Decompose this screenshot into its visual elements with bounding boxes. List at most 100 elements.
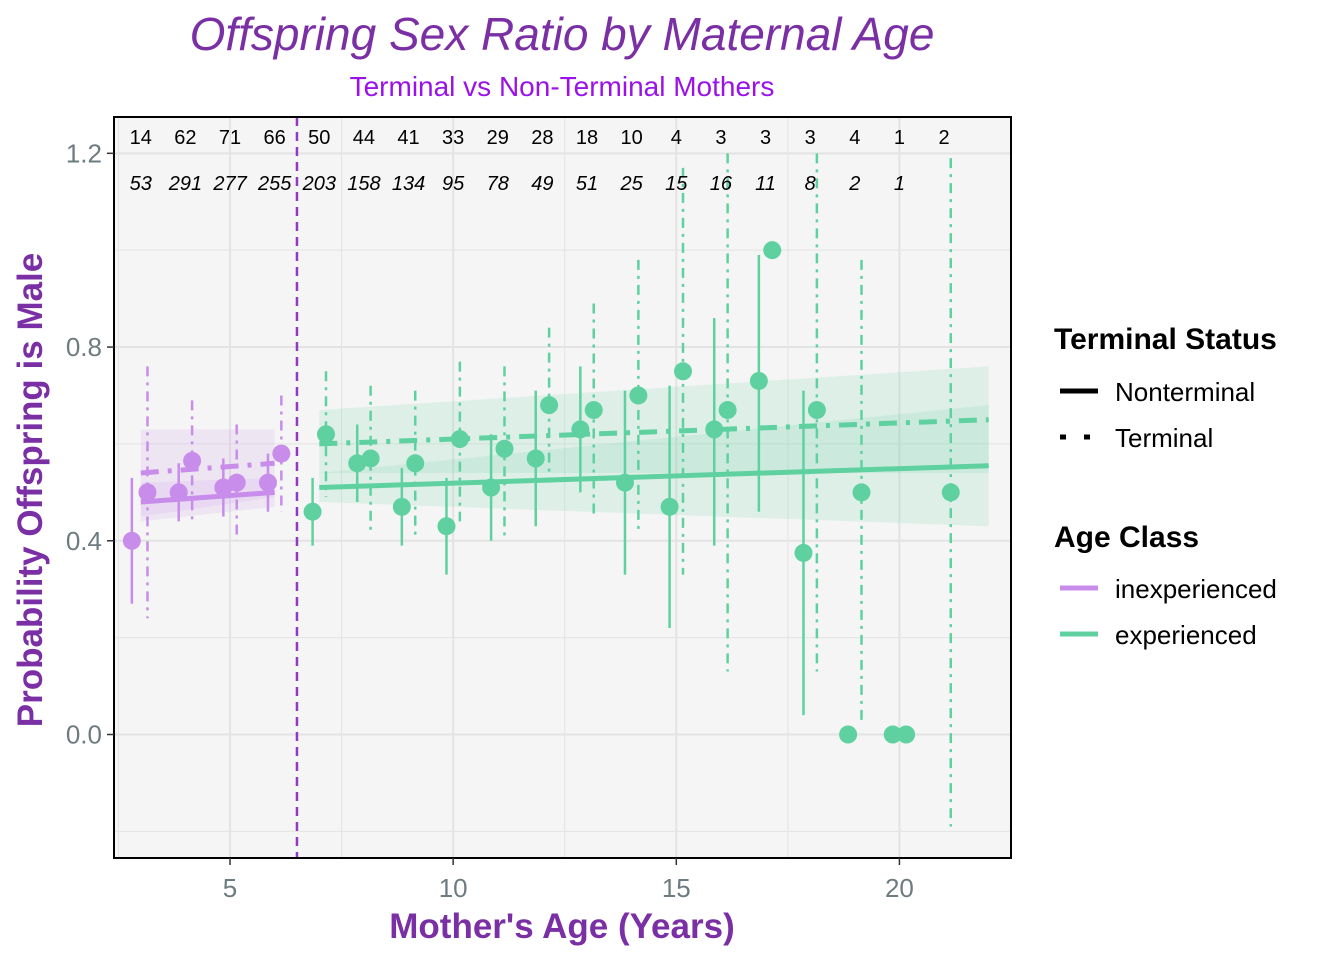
- x-tick-label: 15: [662, 873, 691, 903]
- data-point: [807, 401, 826, 420]
- count-label-nonterminal: 16: [710, 173, 733, 195]
- x-tick-label: 10: [439, 873, 468, 903]
- count-label-nonterminal: 134: [392, 173, 425, 195]
- data-point: [406, 454, 425, 473]
- data-point: [258, 473, 277, 492]
- trend-line-experienced-terminal: [319, 417, 989, 447]
- x-tick-label: 5: [223, 873, 237, 903]
- confidence-ribbon-experienced-nonterminal: [319, 405, 989, 527]
- data-point: [571, 420, 590, 439]
- data-point: [794, 543, 813, 562]
- count-label-nonterminal: 25: [620, 173, 644, 195]
- trend-line-inexperienced-terminal: [140, 460, 275, 476]
- confidence-ribbon-experienced-terminal: [319, 366, 989, 473]
- data-point: [584, 401, 603, 420]
- data-point: [169, 483, 188, 502]
- count-label-nonterminal: 277: [212, 173, 247, 195]
- count-label-nonterminal: 291: [168, 173, 202, 195]
- data-point: [482, 478, 501, 497]
- data-point: [183, 451, 202, 470]
- count-label-terminal: 4: [849, 127, 860, 149]
- x-axis-title: Mother's Age (Years): [389, 907, 734, 946]
- data-point: [303, 502, 322, 521]
- count-label-terminal: 62: [174, 127, 196, 149]
- data-point: [437, 517, 456, 536]
- count-label-terminal: 3: [805, 127, 816, 149]
- count-label-terminal: 3: [760, 127, 771, 149]
- count-label-nonterminal: 1: [894, 173, 905, 195]
- y-tick-label: 0.0: [66, 720, 102, 750]
- data-point: [629, 386, 648, 405]
- count-label-terminal: 18: [576, 127, 598, 149]
- data-point: [540, 396, 559, 415]
- count-label-terminal: 2: [938, 127, 949, 149]
- legend-label-experienced: experienced: [1115, 620, 1257, 650]
- count-label-terminal: 44: [353, 127, 375, 149]
- data-point: [763, 241, 782, 260]
- data-point: [749, 371, 768, 390]
- y-tick-label: 0.4: [66, 526, 102, 556]
- trend-line-experienced-nonterminal: [319, 463, 989, 490]
- data-point: [361, 449, 380, 468]
- data-point: [122, 531, 141, 550]
- data-point: [852, 483, 871, 502]
- data-point: [897, 725, 916, 744]
- data-point: [272, 444, 291, 463]
- data-point: [883, 725, 902, 744]
- count-label-terminal: 50: [308, 127, 330, 149]
- count-label-nonterminal: 53: [130, 173, 152, 195]
- legend-label-terminal: Terminal: [1115, 423, 1213, 453]
- count-label-terminal: 71: [219, 127, 241, 149]
- count-label-terminal: 14: [130, 127, 152, 149]
- data-point: [450, 430, 469, 449]
- y-axis-title: Probability Offspring is Male: [11, 253, 50, 728]
- count-label-terminal: 29: [487, 127, 509, 149]
- count-label-nonterminal: 203: [302, 173, 336, 195]
- chart-subtitle: Terminal vs Non-Terminal Mothers: [350, 71, 775, 102]
- count-label-terminal: 28: [531, 127, 553, 149]
- count-label-terminal: 41: [397, 127, 419, 149]
- data-point: [495, 439, 514, 458]
- count-label-nonterminal: 8: [805, 173, 816, 195]
- plot-panel: 1453622917127766255502034415841134339529…: [66, 116, 1012, 903]
- chart-title: Offspring Sex Ratio by Maternal Age: [190, 8, 935, 60]
- data-point: [615, 473, 634, 492]
- count-label-nonterminal: 158: [347, 173, 380, 195]
- count-label-terminal: 3: [715, 127, 726, 149]
- data-point: [718, 401, 737, 420]
- count-label-nonterminal: 49: [531, 173, 553, 195]
- count-label-nonterminal: 78: [487, 173, 509, 195]
- data-point: [941, 483, 960, 502]
- count-label-nonterminal: 255: [257, 173, 292, 195]
- count-label-nonterminal: 2: [848, 173, 860, 195]
- count-label-terminal: 1: [894, 127, 905, 149]
- data-point: [227, 473, 246, 492]
- count-label-terminal: 4: [671, 127, 682, 149]
- y-tick-label: 1.2: [66, 138, 102, 168]
- panel-border: [113, 116, 1012, 859]
- legend-age-class: Age Class inexperienced experienced: [1054, 521, 1277, 650]
- data-point: [673, 362, 692, 381]
- trend-line-inexperienced-nonterminal: [140, 489, 275, 505]
- legend-age-class-title: Age Class: [1054, 521, 1199, 554]
- count-label-terminal: 10: [621, 127, 643, 149]
- data-point: [526, 449, 545, 468]
- data-point: [316, 425, 335, 444]
- x-tick-label: 20: [885, 873, 914, 903]
- count-label-terminal: 66: [264, 127, 286, 149]
- legend-label-nonterminal: Nonterminal: [1115, 377, 1255, 407]
- legend-label-inexperienced: inexperienced: [1115, 574, 1277, 604]
- count-label-nonterminal: 11: [755, 173, 776, 195]
- data-point: [705, 420, 724, 439]
- y-tick-label: 0.8: [66, 332, 102, 362]
- legend-terminal-status: Terminal Status Nonterminal Terminal: [1054, 323, 1277, 453]
- data-point: [138, 483, 157, 502]
- data-point: [392, 497, 411, 516]
- data-point: [660, 497, 679, 516]
- count-label-nonterminal: 51: [576, 173, 598, 195]
- count-label-nonterminal: 95: [442, 173, 465, 195]
- legend-terminal-status-title: Terminal Status: [1054, 323, 1277, 356]
- data-point: [839, 725, 858, 744]
- count-label-nonterminal: 15: [665, 173, 688, 195]
